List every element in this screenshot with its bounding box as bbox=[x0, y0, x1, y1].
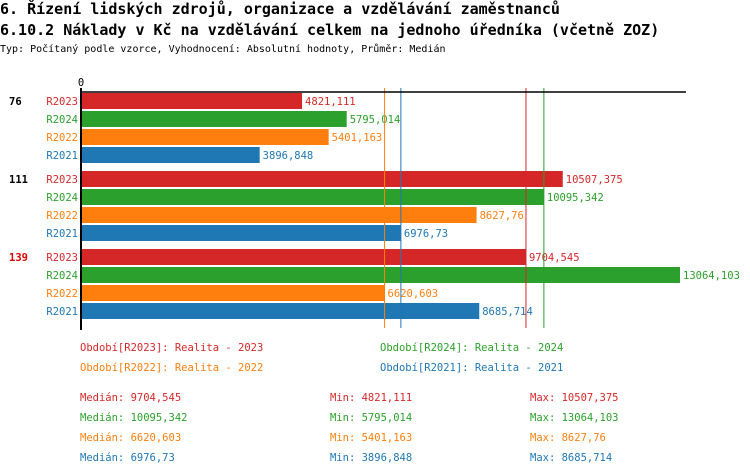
series-label: R2021 bbox=[46, 150, 78, 162]
group-label: 139 bbox=[9, 252, 28, 264]
series-label: R2021 bbox=[46, 228, 78, 240]
data-label: 9704,545 bbox=[529, 252, 580, 264]
series-label: R2023 bbox=[46, 252, 78, 264]
legend-r2024: Období[R2024]: Realita - 2024 bbox=[380, 342, 564, 354]
stat-median-R2024: Medián: 10095,342 bbox=[80, 412, 188, 424]
stat-min-R2024: Min: 5795,014 bbox=[330, 412, 413, 424]
data-label: 8627,76 bbox=[480, 210, 524, 222]
stat-max-R2021: Max: 8685,714 bbox=[530, 452, 613, 464]
data-label: 10095,342 bbox=[547, 192, 604, 204]
legend-r2023: Období[R2023]: Realita - 2023 bbox=[80, 342, 264, 354]
bar-R2023 bbox=[81, 93, 303, 109]
bar-R2024 bbox=[81, 111, 347, 127]
data-label: 5401,163 bbox=[332, 132, 383, 144]
stat-max-R2024: Max: 13064,103 bbox=[530, 412, 619, 424]
bar-R2021 bbox=[81, 303, 480, 319]
bar-R2021 bbox=[81, 225, 401, 241]
chart-info: Typ: Počítaný podle vzorce, Vyhodnocení:… bbox=[0, 44, 446, 55]
page-title: 6. Řízení lidských zdrojů, organizace a … bbox=[0, 0, 560, 18]
stat-min-R2021: Min: 3896,848 bbox=[330, 452, 413, 464]
x-tick-label: 0 bbox=[78, 77, 84, 89]
bar-R2023 bbox=[81, 171, 563, 187]
series-label: R2021 bbox=[46, 306, 78, 318]
series-label: R2022 bbox=[46, 132, 78, 144]
series-label: R2024 bbox=[46, 192, 78, 204]
bar-R2022 bbox=[81, 207, 477, 223]
bar-R2022 bbox=[81, 285, 385, 301]
bar-R2021 bbox=[81, 147, 260, 163]
data-label: 10507,375 bbox=[566, 174, 623, 186]
data-label: 5795,014 bbox=[350, 114, 401, 126]
bar-R2022 bbox=[81, 129, 329, 145]
stat-median-R2023: Medián: 9704,545 bbox=[80, 392, 182, 404]
bar-R2024 bbox=[81, 189, 544, 205]
group-label: 111 bbox=[9, 174, 28, 186]
data-label: 3896,848 bbox=[263, 150, 314, 162]
legend-r2022: Období[R2022]: Realita - 2022 bbox=[80, 362, 264, 374]
stat-min-R2023: Min: 4821,111 bbox=[330, 392, 413, 404]
series-label: R2024 bbox=[46, 114, 78, 126]
chart-title: 6.10.2 Náklady v Kč na vzdělávání celkem… bbox=[0, 21, 660, 39]
series-label: R2024 bbox=[46, 270, 78, 282]
series-label: R2022 bbox=[46, 288, 78, 300]
data-label: 4821,111 bbox=[305, 96, 356, 108]
series-label: R2023 bbox=[46, 96, 78, 108]
bar-R2024 bbox=[81, 267, 680, 283]
bar-R2023 bbox=[81, 249, 526, 265]
series-label: R2022 bbox=[46, 210, 78, 222]
data-label: 6620,603 bbox=[388, 288, 439, 300]
stat-max-R2022: Max: 8627,76 bbox=[530, 432, 606, 444]
data-label: 6976,73 bbox=[404, 228, 448, 240]
stat-min-R2022: Min: 5401,163 bbox=[330, 432, 413, 444]
group-label: 76 bbox=[9, 96, 22, 108]
stat-max-R2023: Max: 10507,375 bbox=[530, 392, 619, 404]
data-label: 13064,103 bbox=[683, 270, 740, 282]
stat-median-R2022: Medián: 6620,603 bbox=[80, 432, 182, 444]
legend-r2021: Období[R2021]: Realita - 2021 bbox=[380, 362, 564, 374]
data-label: 8685,714 bbox=[482, 306, 533, 318]
series-label: R2023 bbox=[46, 174, 78, 186]
stat-median-R2021: Medián: 6976,73 bbox=[80, 452, 175, 464]
